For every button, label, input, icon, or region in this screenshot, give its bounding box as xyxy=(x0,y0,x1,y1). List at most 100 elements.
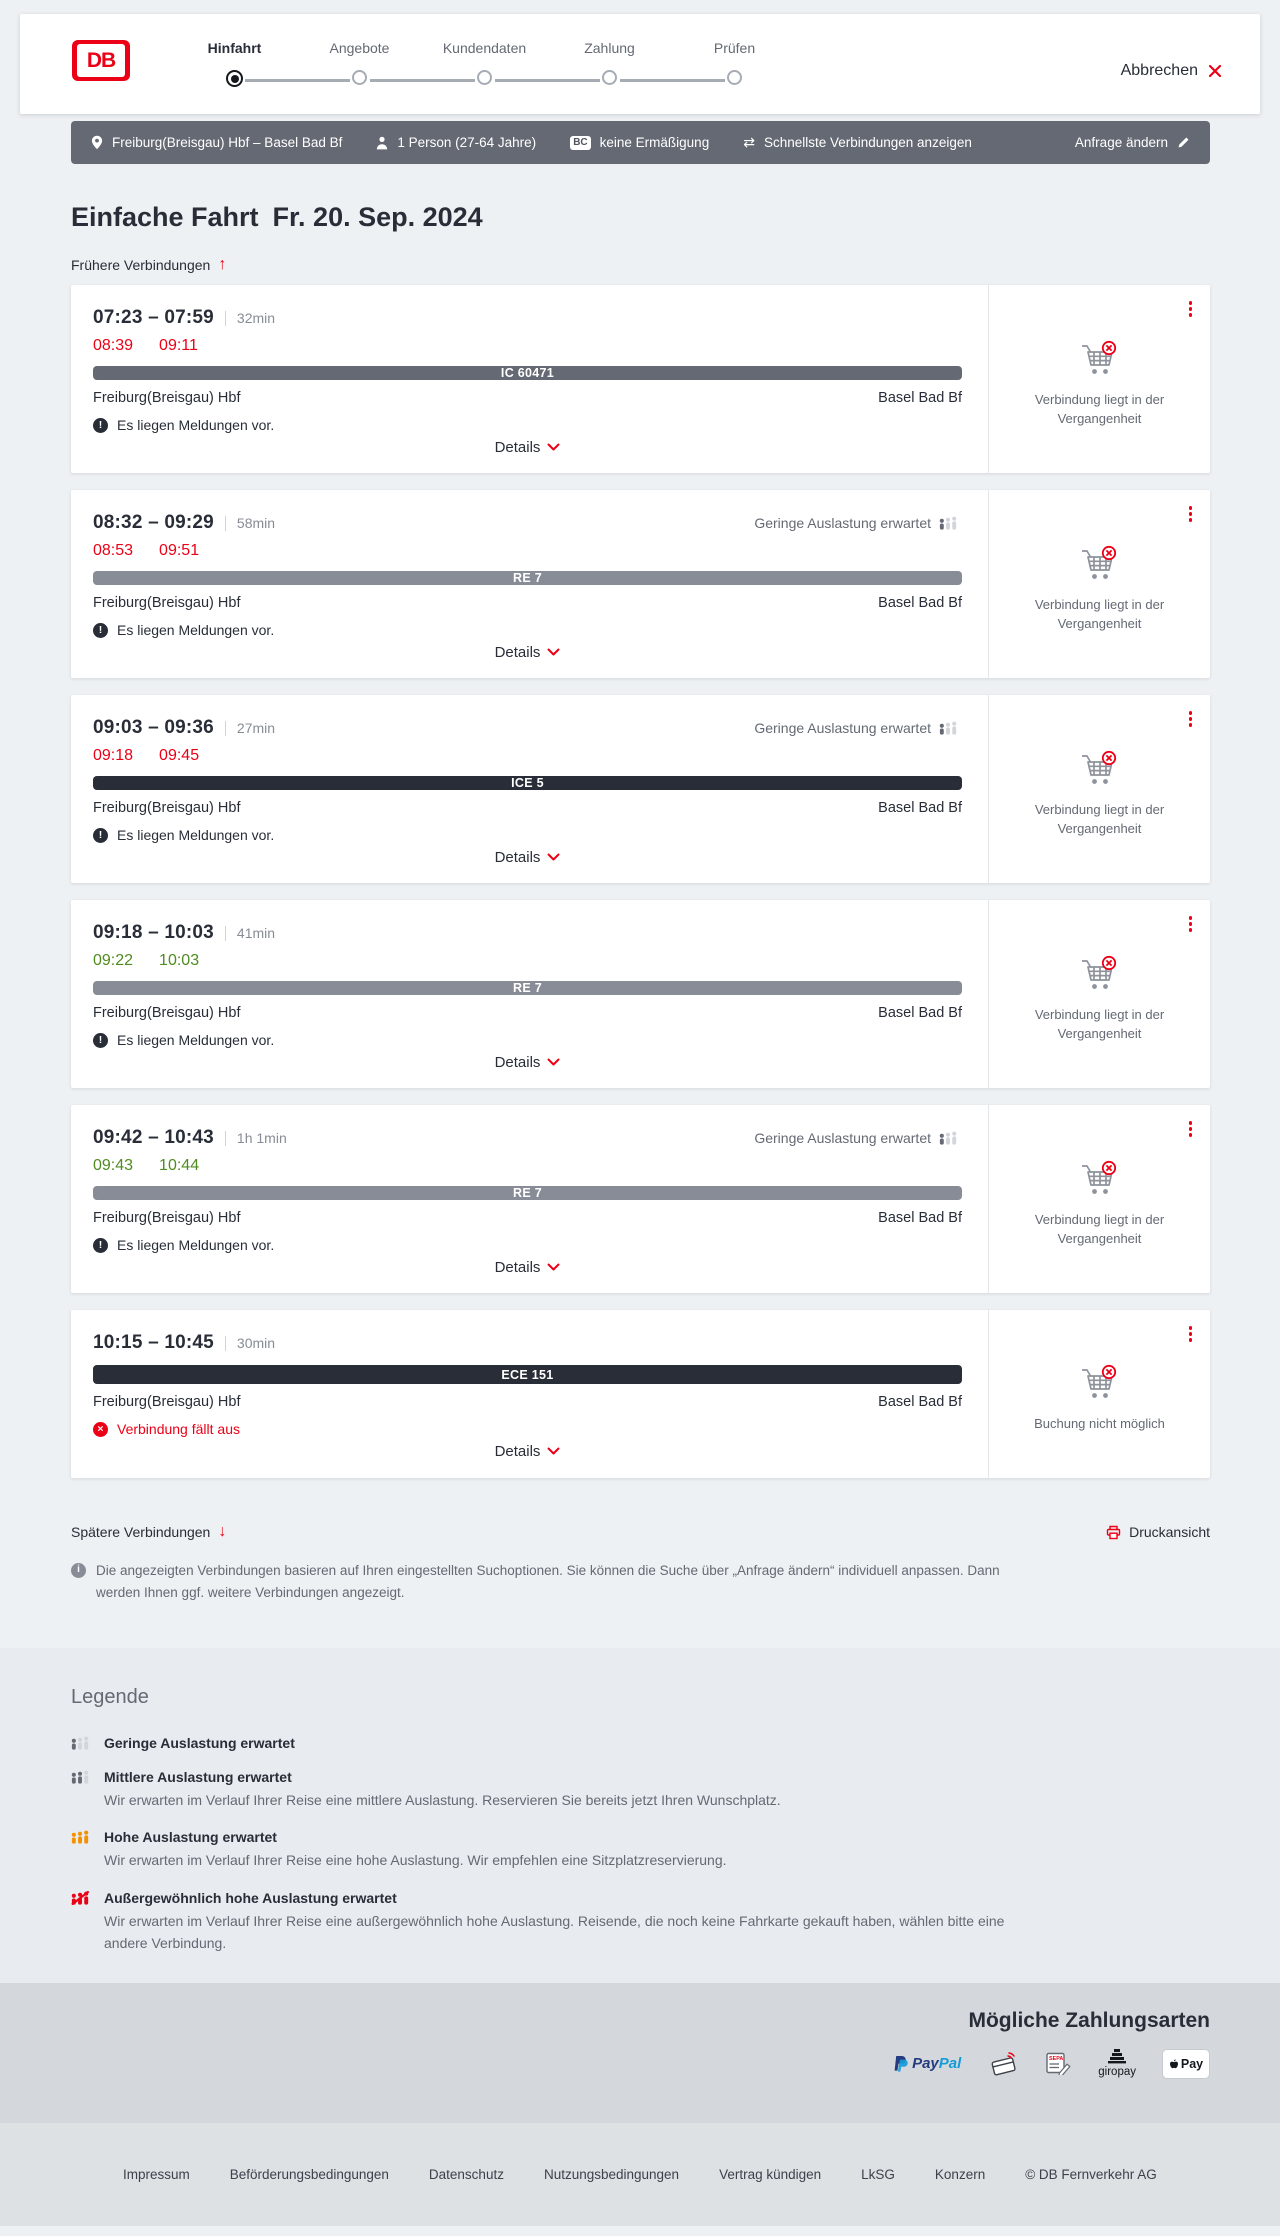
destination-station: Basel Bad Bf xyxy=(878,1394,962,1410)
connection-times: 10:15 – 10:45 xyxy=(93,1332,214,1353)
occupancy-low-icon xyxy=(71,1736,89,1750)
step-dot xyxy=(477,70,492,85)
step-dot xyxy=(352,70,367,85)
close-icon xyxy=(1208,64,1222,78)
realtime-arrival: 10:03 xyxy=(159,952,200,969)
kebab-menu-button[interactable] xyxy=(1183,705,1199,733)
origin-station: Freiburg(Breisgau) Hbf xyxy=(93,1394,241,1410)
details-button[interactable]: Details xyxy=(487,1253,569,1282)
footer-link-lksg[interactable]: LkSG xyxy=(861,2166,895,2182)
realtime-departure: 09:22 xyxy=(93,952,134,969)
step-angebote: Angebote xyxy=(297,40,475,87)
occupancy-low-icon xyxy=(939,1131,957,1145)
connection-times: 09:42 – 10:43 xyxy=(93,1127,214,1148)
footer-link-datenschutz[interactable]: Datenschutz xyxy=(428,2166,504,2182)
edit-request-button[interactable]: Anfrage ändern xyxy=(1075,135,1190,150)
occupancy-low-icon xyxy=(939,721,957,735)
footer-copyright: © DB Fernverkehr AG xyxy=(1025,2166,1157,2182)
earlier-connections-link[interactable]: Frühere Verbindungen ↑ xyxy=(71,256,227,274)
booking-status-text: Verbindung liegt in der Vergangenheit xyxy=(1034,596,1165,631)
realtime-departure: 09:18 xyxy=(93,747,134,764)
chevron-down-icon xyxy=(547,648,560,656)
details-button[interactable]: Details xyxy=(487,1437,569,1466)
later-connections-link[interactable]: Spätere Verbindungen ↓ xyxy=(71,1523,227,1541)
arrow-up-icon: ↑ xyxy=(218,256,227,273)
booking-panel: Verbindung liegt in der Vergangenheit xyxy=(988,285,1210,473)
occupancy-high-icon xyxy=(71,1830,89,1844)
pencil-icon xyxy=(1178,137,1189,148)
paypal-logo: PayPal xyxy=(894,2055,961,2072)
legend-section: Legende Geringe Auslastung erwartet Mitt… xyxy=(0,1647,1280,1983)
occupancy-indicator: Geringe Auslastung erwartet xyxy=(754,515,962,531)
kebab-menu-button[interactable] xyxy=(1183,1115,1199,1143)
paypal-mark-icon xyxy=(894,2056,908,2072)
connection-message: ! Es liegen Meldungen vor. xyxy=(93,1237,962,1253)
cancel-button[interactable]: Abbrechen xyxy=(1121,62,1222,80)
kebab-menu-button[interactable] xyxy=(1183,295,1199,323)
legend-item-medium: Mittlere Auslastung erwartet Wir erwarte… xyxy=(71,1769,1210,1812)
error-icon: × xyxy=(93,1421,108,1437)
connection-card-3: 09:03 – 09:36 27min Geringe Auslastung e… xyxy=(71,695,1210,883)
realtime-row: 09:18 09:45 xyxy=(93,747,962,765)
print-view-link[interactable]: Druckansicht xyxy=(1106,1524,1210,1540)
footer-link-vertrag-kuendigen[interactable]: Vertrag kündigen xyxy=(719,2166,822,2182)
kebab-menu-button[interactable] xyxy=(1183,500,1199,528)
train-line-bar: RE 7 xyxy=(93,1186,962,1200)
details-button[interactable]: Details xyxy=(487,843,569,872)
footer: Impressum Beförderungsbedingungen Datens… xyxy=(0,2122,1280,2226)
booking-panel: Verbindung liegt in der Vergangenheit xyxy=(988,900,1210,1088)
printer-icon xyxy=(1106,1525,1121,1539)
payment-methods-section: Mögliche Zahlungsarten PayPal SEPA girop… xyxy=(0,1982,1280,2123)
sort-summary: ⇄ Schnellste Verbindungen anzeigen xyxy=(743,134,972,150)
step-kundendaten: Kundendaten xyxy=(422,40,600,87)
destination-station: Basel Bad Bf xyxy=(878,1005,962,1021)
footer-link-impressum[interactable]: Impressum xyxy=(123,2166,190,2182)
footer-link-nutzungsbedingungen[interactable]: Nutzungsbedingungen xyxy=(543,2166,680,2182)
bahncard-icon: BC xyxy=(570,135,591,150)
top-bar: DB Hinfahrt Angebote Kundendaten Zahlung… xyxy=(20,14,1260,114)
divider xyxy=(224,515,226,531)
route-summary: Freiburg(Breisgau) Hbf – Basel Bad Bf xyxy=(91,135,342,150)
trip-type-title: Einfache Fahrt xyxy=(71,202,259,232)
occupancy-extreme-icon xyxy=(71,1890,90,1905)
connection-times: 08:32 – 09:29 xyxy=(93,512,214,533)
train-label: IC 60471 xyxy=(500,366,555,380)
step-dot xyxy=(727,70,742,85)
realtime-arrival: 10:44 xyxy=(159,1157,200,1174)
passengers-summary: 1 Person (27-64 Jahre) xyxy=(376,135,536,150)
kebab-menu-button[interactable] xyxy=(1183,1320,1199,1348)
details-button[interactable]: Details xyxy=(487,638,569,667)
divider xyxy=(224,1130,226,1146)
realtime-row: 08:53 09:51 xyxy=(93,542,962,560)
booking-panel: Verbindung liegt in der Vergangenheit xyxy=(988,695,1210,883)
details-button[interactable]: Details xyxy=(487,433,569,462)
sort-arrows-icon: ⇄ xyxy=(743,134,755,150)
alert-icon: ! xyxy=(93,827,108,843)
divider xyxy=(224,925,226,941)
realtime-arrival: 09:45 xyxy=(159,747,200,764)
footer-link-konzern[interactable]: Konzern xyxy=(934,2166,986,2182)
footer-link-befoerderungsbedingungen[interactable]: Beförderungsbedingungen xyxy=(229,2166,389,2182)
connection-message: ! Es liegen Meldungen vor. xyxy=(93,827,962,843)
booking-status-text: Verbindung liegt in der Vergangenheit xyxy=(1034,1211,1165,1246)
connection-duration: 1h 1min xyxy=(236,1130,287,1146)
legend-item-low: Geringe Auslastung erwartet xyxy=(71,1735,1210,1751)
alert-icon: ! xyxy=(93,417,108,433)
origin-station: Freiburg(Breisgau) Hbf xyxy=(93,800,241,816)
kebab-menu-button[interactable] xyxy=(1183,910,1199,938)
later-connections-row: Spätere Verbindungen ↓ Druckansicht xyxy=(71,1523,1210,1541)
payment-methods-title: Mögliche Zahlungsarten xyxy=(968,2008,1210,2032)
connection-card-5: 09:42 – 10:43 1h 1min Geringe Auslastung… xyxy=(71,1105,1210,1293)
chevron-down-icon xyxy=(547,1263,560,1271)
booking-status-text: Buchung nicht möglich xyxy=(1034,1416,1165,1432)
train-label: RE 7 xyxy=(513,1186,542,1200)
svg-text:SEPA: SEPA xyxy=(1049,2056,1063,2062)
step-hinfahrt[interactable]: Hinfahrt xyxy=(172,40,350,87)
connection-times: 07:23 – 07:59 xyxy=(93,307,214,328)
realtime-departure: 09:43 xyxy=(93,1157,134,1174)
details-button[interactable]: Details xyxy=(487,1048,569,1077)
divider xyxy=(224,1335,226,1351)
train-line-bar: IC 60471 xyxy=(93,366,962,380)
occupancy-indicator: Geringe Auslastung erwartet xyxy=(754,1130,962,1146)
payment-icons-row: PayPal SEPA giropay Pay xyxy=(894,2048,1210,2079)
